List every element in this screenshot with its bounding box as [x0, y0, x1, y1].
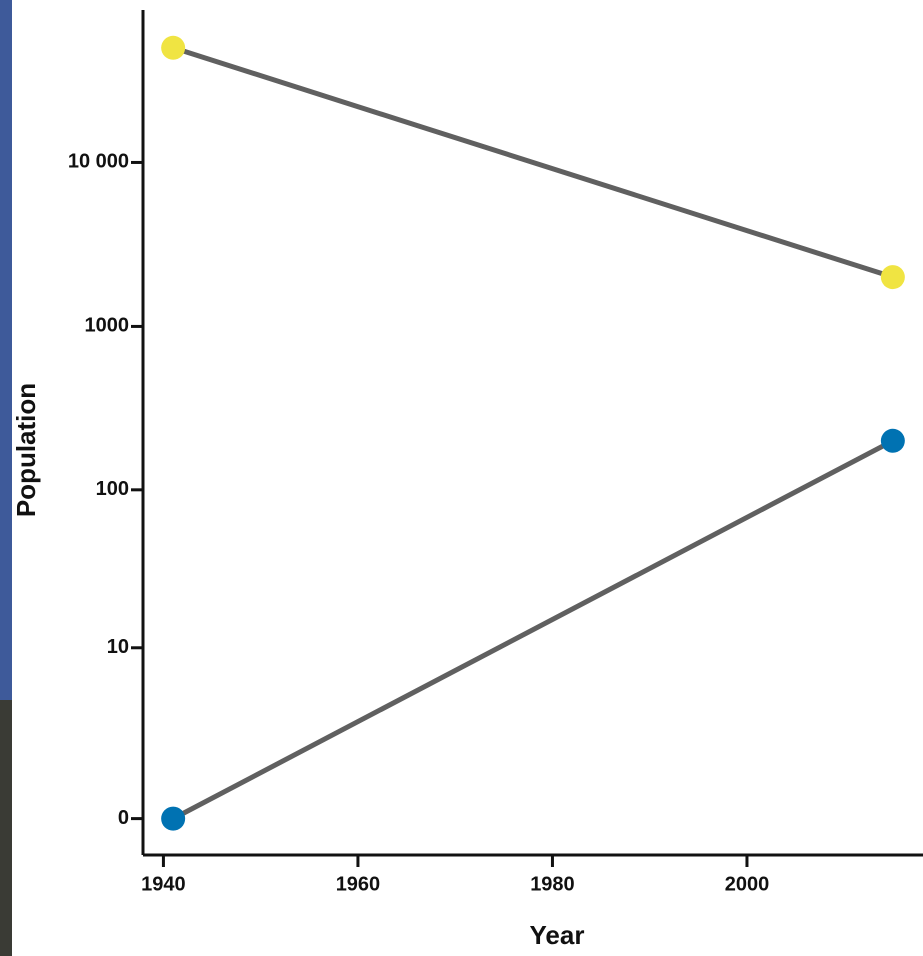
y-tick-label: 1000	[85, 315, 130, 337]
x-tick-label: 1960	[336, 873, 381, 895]
y-tick-label: 100	[96, 478, 129, 500]
y-tick-label: 10 000	[68, 151, 129, 173]
x-tick-label: 1980	[530, 873, 575, 895]
y-axis-title: Population	[11, 383, 41, 517]
background-photo	[0, 700, 12, 956]
x-tick-label: 1940	[141, 873, 186, 895]
data-point	[881, 265, 905, 289]
page: Year Population 0 10 100 1000 10 000 1940 1960…	[0, 0, 923, 956]
y-tick-label: 0	[118, 807, 129, 829]
y-tick-label: 10	[107, 636, 129, 658]
background-strip	[0, 0, 12, 700]
x-axis-title: Year	[530, 920, 585, 950]
data-point	[161, 807, 185, 831]
x-tick-label: 2000	[725, 873, 770, 895]
data-point	[881, 429, 905, 453]
data-point	[161, 36, 185, 60]
chart: Year Population 0 10 100 1000 10 000 1940 1960…	[0, 0, 923, 956]
